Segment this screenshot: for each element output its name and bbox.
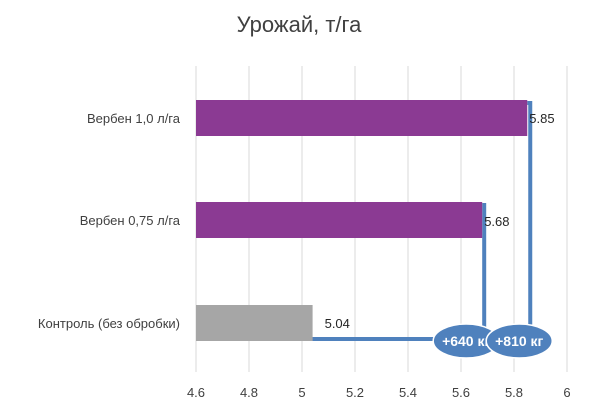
x-tick-label: 5.2 [346,385,364,400]
connector-line [312,101,533,341]
difference-badge [485,323,553,359]
x-tick-label: 5.6 [452,385,470,400]
bar [196,100,528,136]
bars [196,100,528,341]
bar [196,305,313,341]
x-tick-label: 6 [563,385,570,400]
value-label: 5.68 [484,214,509,229]
x-tick-label: 5 [298,385,305,400]
difference-annotations: +640 кг +810 кг [432,323,553,359]
value-label: 5.85 [529,111,554,126]
x-tick-label: 5.4 [399,385,417,400]
bar [196,202,483,238]
category-label: Вербен 1,0 л/га [87,111,181,126]
x-tick-label: 4.8 [240,385,258,400]
labels: 4.6 4.8 5 5.2 5.4 5.6 5.8 6 Вербен 1,0 л/га 5.85 В… [38,111,571,400]
value-label: 5.04 [325,316,350,331]
chart-title: Урожай, т/га [236,12,362,37]
difference-connectors [312,101,533,341]
category-label: Вербен 0,75 л/га [80,213,181,228]
x-tick-label: 4.6 [187,385,205,400]
difference-badge-label: +810 кг [495,333,543,349]
category-label: Контроль (без обробки) [38,316,180,331]
difference-badge-label: +640 кг [442,333,490,349]
x-tick-label: 5.8 [505,385,523,400]
